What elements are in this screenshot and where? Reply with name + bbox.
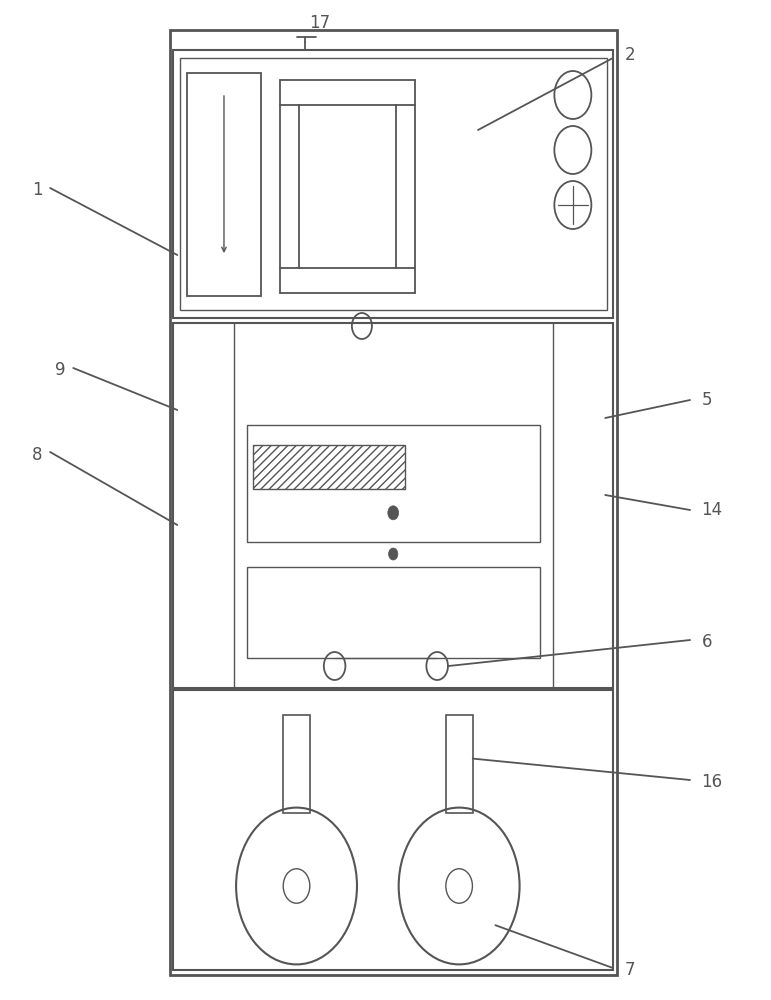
Bar xyxy=(173,690,613,970)
Text: 1: 1 xyxy=(32,181,42,199)
Text: 7: 7 xyxy=(625,961,635,979)
Bar xyxy=(170,30,617,975)
Text: 9: 9 xyxy=(55,361,66,379)
Text: 16: 16 xyxy=(702,773,722,791)
Bar xyxy=(253,445,406,489)
Circle shape xyxy=(388,506,399,520)
Text: 14: 14 xyxy=(702,501,722,519)
Bar xyxy=(446,715,473,813)
Text: 17: 17 xyxy=(309,14,331,32)
Bar xyxy=(173,50,613,318)
Text: 2: 2 xyxy=(625,46,635,64)
Text: 5: 5 xyxy=(702,391,712,409)
Bar xyxy=(180,58,607,310)
Text: 8: 8 xyxy=(32,446,42,464)
Circle shape xyxy=(389,548,398,560)
Bar xyxy=(173,323,613,688)
Bar xyxy=(187,73,261,296)
Text: 6: 6 xyxy=(702,633,712,651)
Bar xyxy=(247,567,540,658)
Bar xyxy=(247,425,540,542)
Bar xyxy=(283,715,310,813)
